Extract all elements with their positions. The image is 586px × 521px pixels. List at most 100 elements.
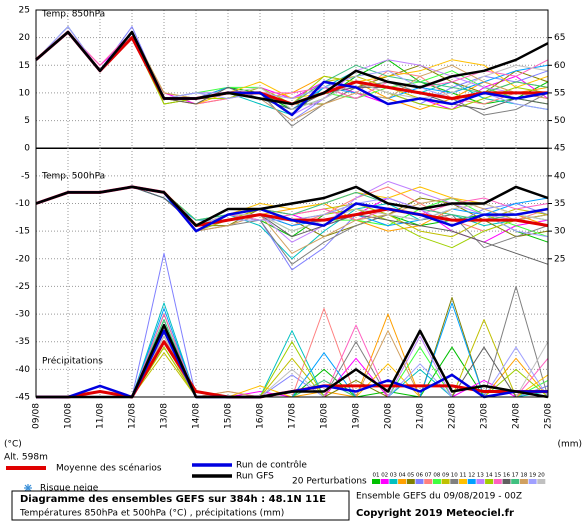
y-tick-label: -40: [15, 365, 30, 375]
x-tick-label: 11/08: [96, 403, 106, 429]
legend-label: 17: [512, 473, 519, 479]
y2-tick-label: 30: [554, 227, 566, 237]
legend-label: 15: [494, 473, 501, 479]
legend-label: 10: [451, 473, 458, 479]
legend-swatch: [511, 479, 520, 484]
altitude: Alt. 598m: [4, 453, 48, 463]
legend-label: 08: [433, 473, 440, 479]
x-tick-label: 19/08: [352, 403, 362, 429]
y2-tick-label: 45: [554, 144, 565, 154]
legend-swatch: [432, 479, 441, 484]
series-line: [35, 30, 549, 106]
x-tick-label: 12/08: [128, 403, 138, 429]
y-tick-label: -20: [15, 254, 30, 264]
legend-label: Run GFS: [236, 472, 274, 482]
legend-label: 16: [503, 473, 510, 479]
x-tick-label: 17/08: [288, 403, 298, 429]
x-tick-label: 10/08: [64, 403, 74, 429]
legend-swatch: [502, 479, 511, 484]
y-tick-label: -5: [21, 171, 30, 181]
run-info: Ensemble GEFS du 09/08/2019 - 00Z: [356, 492, 522, 502]
y2-tick-label: 40: [554, 171, 566, 181]
chart-subtitle: Températures 850hPa et 500hPa (°C) , pré…: [19, 508, 284, 519]
legend-label: 13: [477, 473, 484, 479]
legend-label: 18: [520, 473, 527, 479]
panel-label: Temp. 850hPa: [41, 10, 105, 20]
legend-label: 14: [486, 473, 493, 479]
x-tick-label: 21/08: [416, 403, 426, 429]
y2-tick-label: 50: [554, 116, 566, 126]
y-tick-label: 5: [24, 116, 30, 126]
legend-swatch: [441, 479, 450, 484]
y-tick-label: -15: [15, 227, 30, 237]
series-line: [35, 185, 549, 227]
snow-icon: [24, 484, 32, 492]
y-tick-label: 15: [19, 61, 30, 71]
legend-swatch: [398, 479, 407, 484]
legend-label: 04: [399, 473, 406, 479]
y-tick-label: 25: [19, 6, 30, 16]
y2-unit: (mm): [557, 440, 582, 450]
legend-swatch: [467, 479, 476, 484]
legend-swatch: [519, 479, 528, 484]
chart-title: Diagramme des ensembles GEFS sur 384h : …: [20, 494, 326, 505]
legend-label: 12: [468, 473, 475, 479]
legend: Moyenne des scénarios Run de contrôleRun …: [6, 460, 546, 484]
legend-swatch: [389, 479, 398, 484]
legend-label: 02: [381, 473, 388, 479]
y-unit: (°C): [4, 440, 22, 450]
panel-label: Temp. 500hPa: [41, 172, 105, 182]
x-tick-label: 16/08: [256, 403, 266, 429]
legend-swatch: [485, 479, 494, 484]
legend-swatch: [459, 479, 467, 484]
legend-label: 09: [442, 473, 449, 479]
legend-label: 06: [416, 473, 423, 479]
x-tick-label: 09/08: [32, 403, 42, 429]
legend-label: 19: [529, 473, 536, 479]
x-tick-label: 13/08: [160, 403, 170, 429]
x-tick-label: 20/08: [384, 403, 394, 429]
legend-label: 03: [390, 473, 397, 479]
snow-label: Risque neige: [40, 484, 99, 494]
legend-swatch: [424, 479, 433, 484]
perturbations-label: 20 Perturbations: [292, 477, 367, 487]
plot-frame: [35, 9, 549, 398]
y-tick-label: -45: [15, 393, 30, 403]
legend-label: 01: [373, 473, 380, 479]
y-tick-label: -10: [15, 199, 30, 209]
legend-label: Run de contrôle: [236, 460, 307, 471]
x-tick-label: 24/08: [512, 403, 522, 429]
legend-swatch: [476, 479, 485, 484]
x-tick-label: 23/08: [480, 403, 490, 429]
legend-swatch: [415, 479, 424, 484]
x-tick-label: 14/08: [192, 403, 202, 429]
info-box: [11, 490, 350, 521]
legend-swatch: [537, 479, 546, 484]
y-tick-label: -35: [15, 337, 30, 347]
legend-swatch: [372, 479, 380, 484]
y-tick-label: -30: [15, 310, 30, 320]
legend-swatch: [380, 479, 389, 484]
x-tick-label: 15/08: [224, 403, 234, 429]
legend-swatch: [493, 479, 502, 484]
y2-tick-label: 65: [554, 33, 565, 43]
y2-tick-label: 55: [554, 88, 565, 98]
y-tick-label: -25: [15, 282, 30, 292]
legend-label: 07: [425, 473, 432, 479]
legend-swatch: [528, 479, 537, 484]
y2-tick-label: 35: [554, 199, 565, 209]
y-tick-label: 20: [19, 33, 31, 43]
copyright: Copyright 2019 Meteociel.fr: [356, 508, 514, 519]
y-tick-label: 10: [19, 88, 31, 98]
x-tick-label: 22/08: [448, 403, 458, 429]
legend-swatch: [450, 479, 459, 484]
legend-label: Moyenne des scénarios: [56, 463, 162, 474]
x-tick-label: 25/08: [544, 403, 554, 429]
y2-tick-label: 25: [554, 254, 565, 264]
y-tick-label: 0: [24, 144, 30, 154]
y2-tick-label: 60: [554, 61, 566, 71]
legend-label: 05: [407, 473, 414, 479]
panel-label: Précipitations: [42, 356, 103, 367]
